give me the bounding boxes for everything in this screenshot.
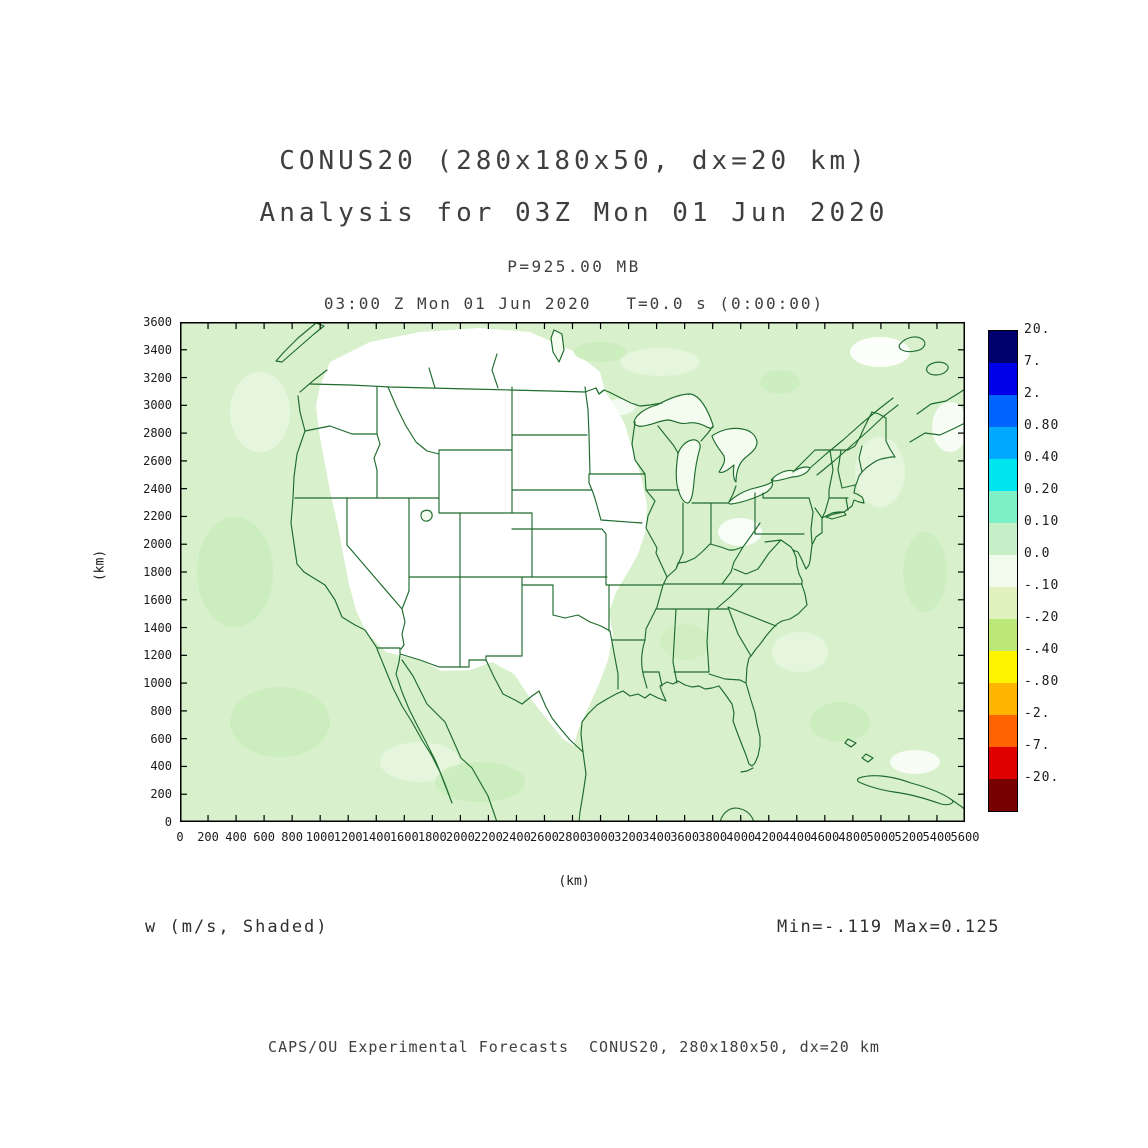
colorbar-cell bbox=[989, 587, 1017, 619]
conus-map bbox=[180, 322, 965, 822]
x-tick-label: 600 bbox=[253, 830, 275, 844]
shading-patches bbox=[197, 328, 965, 802]
y-tick-label: 1000 bbox=[143, 676, 172, 691]
colorbar-cell bbox=[989, 491, 1017, 523]
credit-line: CAPS/OU Experimental Forecasts CONUS20, … bbox=[268, 1038, 880, 1056]
colorbar-tick-label: -.10 bbox=[1024, 578, 1060, 593]
field-label: w (m/s, Shaded) bbox=[145, 917, 329, 937]
x-tick-label: 5400 bbox=[922, 830, 952, 844]
x-tick-label: 3800 bbox=[698, 830, 728, 844]
y-tick-label: 800 bbox=[150, 703, 172, 718]
x-tick-label: 0 bbox=[176, 830, 184, 844]
x-tick-label: 4000 bbox=[726, 830, 756, 844]
y-tick-label: 0 bbox=[164, 815, 172, 829]
colorbar bbox=[988, 330, 1018, 812]
x-tick-label: 4600 bbox=[810, 830, 840, 844]
canada-mexico-details bbox=[275, 322, 965, 822]
colorbar-cell bbox=[989, 363, 1017, 395]
colorbar-tick-label: -.20 bbox=[1024, 610, 1060, 625]
y-tick-label: 1400 bbox=[143, 620, 172, 635]
colorbar-tick-label: -.80 bbox=[1024, 674, 1060, 689]
colorbar-cell bbox=[989, 395, 1017, 427]
colorbar-cell bbox=[989, 651, 1017, 683]
y-tick-label: 3000 bbox=[143, 398, 172, 413]
colorbar-tick-label: -2. bbox=[1024, 706, 1051, 721]
x-tick-label: 4800 bbox=[838, 830, 868, 844]
state-borders bbox=[294, 386, 863, 690]
x-tick-label: 5200 bbox=[894, 830, 924, 844]
colorbar-cell bbox=[989, 523, 1017, 555]
x-axis-title: (km) bbox=[558, 874, 590, 889]
pressure-level-label: P=925.00 MB bbox=[507, 257, 641, 276]
colorbar-tick-label: 0.80 bbox=[1024, 418, 1060, 433]
x-tick-label: 3600 bbox=[670, 830, 700, 844]
colorbar-cell bbox=[989, 715, 1017, 747]
map-plot-area bbox=[180, 322, 965, 822]
colorbar-cell bbox=[989, 779, 1017, 811]
colorbar-cell bbox=[989, 427, 1017, 459]
colorbar-tick-label: -20. bbox=[1024, 770, 1060, 785]
x-tick-label: 400 bbox=[225, 830, 247, 844]
x-tick-label: 2000 bbox=[445, 830, 475, 844]
y-tick-label: 2400 bbox=[143, 481, 172, 496]
x-tick-label: 200 bbox=[197, 830, 219, 844]
x-tick-label: 1000 bbox=[305, 830, 335, 844]
y-tick-label: 1800 bbox=[143, 565, 172, 579]
colorbar-cell bbox=[989, 619, 1017, 651]
colorbar-tick-label: 7. bbox=[1024, 354, 1042, 369]
figure-title-line1: CONUS20 (280x180x50, dx=20 km) bbox=[279, 146, 869, 176]
y-axis-title: (km) bbox=[92, 549, 108, 582]
x-tick-label: 800 bbox=[281, 830, 303, 844]
y-tick-label: 400 bbox=[150, 759, 172, 774]
colorbar-tick-label: -.40 bbox=[1024, 642, 1060, 657]
y-tick-label: 3400 bbox=[143, 342, 172, 357]
colorbar-tick-label: -7. bbox=[1024, 738, 1051, 753]
x-tick-label: 2600 bbox=[530, 830, 559, 844]
colorbar-cell bbox=[989, 331, 1017, 363]
x-tick-label: 5000 bbox=[866, 830, 896, 844]
figure-title-line2: Analysis for 03Z Mon 01 Jun 2020 bbox=[259, 198, 889, 228]
x-tick-label: 3000 bbox=[586, 830, 615, 844]
y-tick-label: 1200 bbox=[143, 648, 172, 663]
y-tick-label: 1600 bbox=[143, 592, 172, 607]
y-tick-label: 3600 bbox=[143, 315, 172, 329]
colorbar-cell bbox=[989, 555, 1017, 587]
x-tick-label: 1400 bbox=[361, 830, 391, 844]
y-tick-label: 200 bbox=[150, 787, 172, 802]
plot-frame bbox=[180, 322, 965, 822]
colorbar-tick-label: 0.0 bbox=[1024, 546, 1051, 561]
colorbar-cell bbox=[989, 459, 1017, 491]
x-tick-label: 2200 bbox=[473, 830, 503, 844]
colorbar-tick-label: 0.10 bbox=[1024, 514, 1060, 529]
colorbar-cell bbox=[989, 683, 1017, 715]
x-tick-label: 5600 bbox=[950, 830, 980, 844]
colorbar-tick-label: 2. bbox=[1024, 386, 1042, 401]
valid-time-label: 03:00 Z Mon 01 Jun 2020 T=0.0 s (0:00:00… bbox=[323, 294, 825, 313]
colorbar-tick-label: 0.40 bbox=[1024, 450, 1060, 465]
x-tick-label: 1800 bbox=[417, 830, 447, 844]
x-tick-label: 3200 bbox=[614, 830, 644, 844]
y-tick-label: 2600 bbox=[143, 453, 172, 468]
x-tick-label: 1600 bbox=[389, 830, 419, 844]
x-tick-label: 4200 bbox=[754, 830, 784, 844]
lakes bbox=[420, 329, 811, 522]
colorbar-cell bbox=[989, 747, 1017, 779]
x-tick-label: 2800 bbox=[558, 830, 587, 844]
minmax-label: Min=-.119 Max=0.125 bbox=[777, 917, 1000, 937]
colorbar-tick-label: 0.20 bbox=[1024, 482, 1060, 497]
y-tick-label: 3200 bbox=[143, 370, 172, 385]
y-tick-label: 600 bbox=[150, 731, 172, 746]
y-tick-label: 2000 bbox=[143, 537, 172, 552]
y-tick-label: 2800 bbox=[143, 426, 172, 441]
x-tick-label: 1200 bbox=[333, 830, 363, 844]
y-tick-label: 2200 bbox=[143, 509, 172, 524]
x-tick-label: 3400 bbox=[642, 830, 672, 844]
x-tick-label: 2400 bbox=[501, 830, 531, 844]
colorbar-tick-label: 20. bbox=[1024, 322, 1051, 337]
x-tick-label: 4400 bbox=[782, 830, 812, 844]
